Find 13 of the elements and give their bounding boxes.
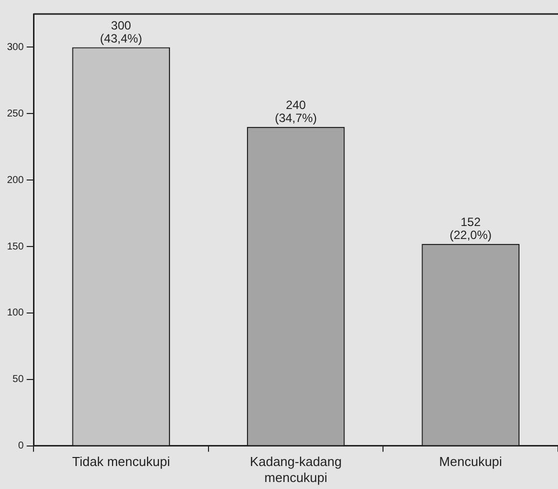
x-tick-label: Tidak mencukupi xyxy=(72,454,170,470)
x-tick-label: Kadang-kadang mencukupi xyxy=(250,454,342,485)
y-tick-label: 100 xyxy=(6,308,24,319)
data-label: 300 (43,4%) xyxy=(100,18,142,46)
y-tick-label: 50 xyxy=(12,374,24,386)
data-label: 240 (34,7%) xyxy=(274,98,317,126)
y-tick-label: 300 xyxy=(6,42,24,53)
y-tick-label: 250 xyxy=(6,108,24,120)
y-tick-label: 150 xyxy=(6,241,24,252)
x-tick-label: Mencukupi xyxy=(439,454,502,470)
y-tick-label: 200 xyxy=(6,174,24,186)
y-tick-label: 0 xyxy=(18,440,24,452)
data-label: 152 (22,0%) xyxy=(450,215,492,242)
